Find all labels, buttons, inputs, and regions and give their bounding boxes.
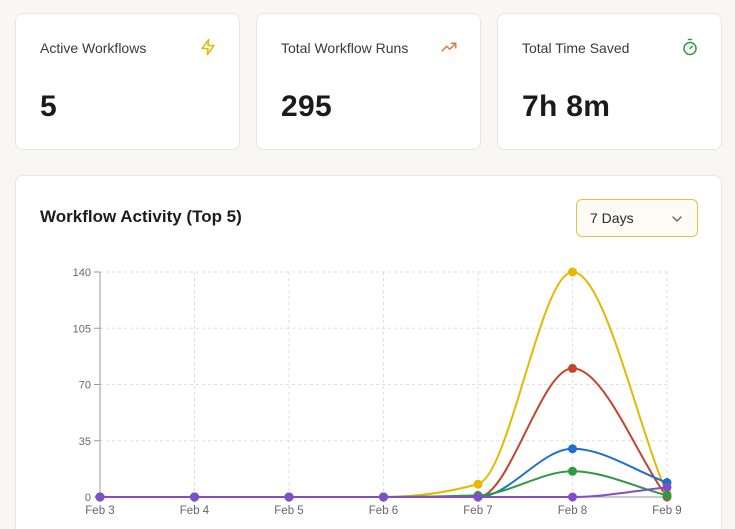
stat-label: Total Workflow Runs [281, 40, 409, 56]
data-point-s5 [662, 482, 672, 492]
y-tick-label: 35 [79, 436, 91, 448]
data-point-s1 [473, 479, 483, 489]
stat-card-total-workflow-runs: Total Workflow Runs 295 [256, 13, 481, 150]
stat-card-total-time-saved: Total Time Saved 7h 8m [497, 13, 722, 150]
data-point-s2 [568, 363, 577, 373]
data-point-s5 [284, 492, 294, 502]
data-point-s5 [379, 492, 388, 502]
y-tick-label: 0 [85, 492, 91, 504]
stat-label: Total Time Saved [522, 40, 630, 56]
data-point-s4 [662, 490, 672, 500]
y-tick-label: 105 [73, 323, 91, 335]
trending-up-icon [441, 42, 457, 52]
data-point-s1 [568, 267, 577, 277]
time-range-select[interactable]: 7 Days [576, 199, 698, 237]
x-tick-label: Feb 4 [180, 505, 210, 517]
x-tick-label: Feb 7 [463, 505, 492, 517]
data-point-s5 [190, 492, 199, 502]
workflow-activity-card: Workflow Activity (Top 5) 7 Days [15, 175, 722, 529]
lightning-icon [201, 38, 215, 56]
stat-label: Active Workflows [40, 40, 147, 56]
stat-value: 295 [281, 90, 332, 123]
x-tick-label: Feb 9 [652, 505, 681, 517]
x-tick-label: Feb 6 [369, 505, 398, 517]
stopwatch-icon [683, 38, 697, 56]
x-tick-label: Feb 3 [85, 505, 114, 517]
time-range-value: 7 Days [590, 210, 634, 226]
stat-value: 5 [40, 90, 57, 123]
data-point-s5 [95, 492, 105, 502]
stat-value: 7h 8m [522, 90, 611, 123]
data-point-s5 [473, 492, 483, 502]
data-point-s5 [568, 492, 577, 502]
data-point-s4 [568, 466, 577, 476]
stat-card-active-workflows: Active Workflows 5 [15, 13, 240, 150]
x-tick-label: Feb 5 [274, 505, 303, 517]
data-point-s3 [568, 444, 577, 454]
y-tick-label: 70 [79, 380, 91, 392]
chevron-down-icon [672, 216, 682, 222]
y-tick-label: 140 [73, 267, 91, 279]
x-tick-label: Feb 8 [558, 505, 587, 517]
chart-title: Workflow Activity (Top 5) [40, 207, 242, 226]
